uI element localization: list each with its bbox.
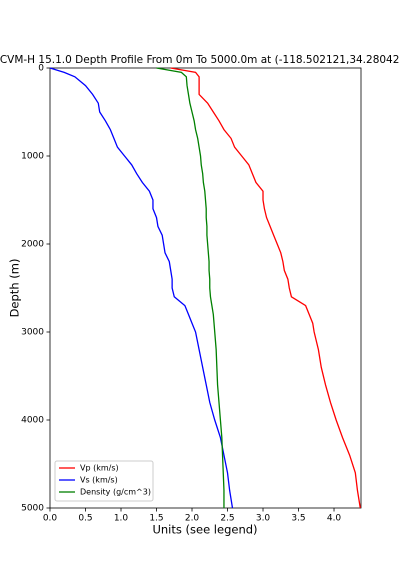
legend-label: Vp (km/s) — [80, 464, 119, 473]
x-tick-label: 2.5 — [220, 514, 234, 524]
y-tick-label: 1000 — [21, 152, 44, 162]
x-tick-label: 1.0 — [114, 514, 129, 524]
x-tick-label: 3.5 — [291, 514, 305, 524]
y-tick-label: 4000 — [21, 416, 44, 426]
plot-frame — [49, 67, 362, 509]
y-axis-label: Depth (m) — [8, 259, 22, 318]
x-tick-label: 1.5 — [149, 514, 163, 524]
x-tick-label: 4.0 — [327, 514, 342, 524]
x-tick-label: 2.0 — [185, 514, 200, 524]
legend-label: Density (g/cm^3) — [80, 488, 151, 497]
y-tick-label: 5000 — [21, 504, 44, 514]
x-tick-label: 3.0 — [256, 514, 271, 524]
legend-label: Vs (km/s) — [80, 476, 118, 485]
chart-title: CVM-H 15.1.0 Depth Profile From 0m To 50… — [0, 54, 400, 66]
y-tick-label: 2000 — [21, 240, 44, 250]
x-axis-label: Units (see legend) — [152, 523, 257, 537]
x-tick-label: 0.5 — [78, 514, 92, 524]
series-line — [156, 67, 225, 508]
legend-box — [54, 460, 154, 502]
series-line — [170, 67, 361, 509]
x-tick-label: 0.0 — [43, 514, 58, 524]
y-tick-label: 3000 — [21, 328, 44, 338]
y-tick-label: 0 — [38, 64, 44, 74]
series-line — [49, 67, 234, 509]
